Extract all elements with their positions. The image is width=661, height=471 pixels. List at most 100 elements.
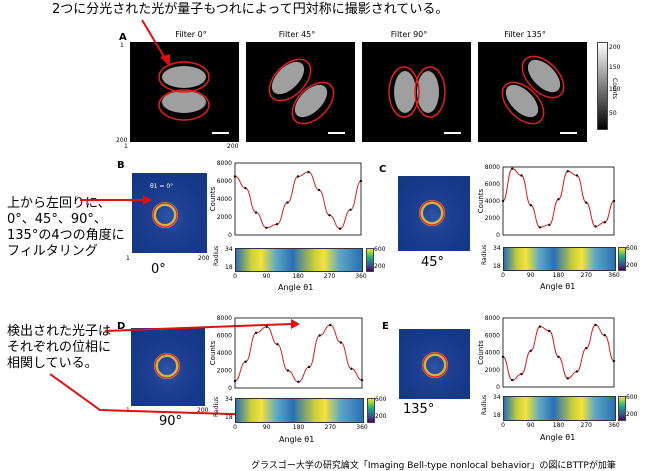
y-tick-label-c: 6000 bbox=[485, 181, 500, 188]
data-point-c bbox=[612, 199, 616, 203]
data-point-e bbox=[603, 334, 606, 337]
angle-label-d: 90° bbox=[159, 414, 183, 429]
x-tick-label-d: 180 bbox=[293, 424, 305, 431]
left-annotation-bottom: 検出された光子は それぞれの位相に 相関している。 bbox=[7, 324, 112, 371]
cb-c-600: 600 bbox=[626, 245, 638, 252]
x-tick-label-d: 360 bbox=[356, 424, 368, 431]
x-tick-label-e: 0 bbox=[501, 422, 505, 429]
data-point-e bbox=[529, 349, 532, 352]
x-tick-label-c: 90 bbox=[527, 272, 535, 279]
radius-tick-e-18: 18 bbox=[493, 412, 501, 419]
data-point-b bbox=[233, 175, 237, 178]
data-point-d bbox=[254, 331, 258, 335]
data-point-e bbox=[520, 372, 523, 376]
y-tick-label-d: 8000 bbox=[217, 315, 232, 322]
radius-tick-c-34: 34 bbox=[493, 245, 501, 252]
y-axis-label-e: Counts bbox=[477, 340, 485, 365]
x-tick-label-b: 0 bbox=[233, 273, 237, 280]
a-tick-y1: 1 bbox=[120, 42, 124, 49]
x-tick-label-e: 270 bbox=[581, 422, 593, 429]
x-tick-label-d: 270 bbox=[325, 424, 337, 431]
x-tick-label-c: 0 bbox=[501, 272, 505, 279]
xlabel-b: Angle θ1 bbox=[278, 283, 314, 292]
filter-title-45: Filter 45° bbox=[278, 30, 316, 39]
x-tick-label-b: 270 bbox=[324, 273, 336, 280]
cb-d-600: 600 bbox=[375, 396, 387, 403]
y-tick-label-e: 2000 bbox=[485, 367, 500, 374]
y-tick-label-e: 4000 bbox=[485, 350, 500, 357]
data-point-c bbox=[548, 223, 551, 226]
filter-title-135: Filter 135° bbox=[504, 30, 546, 39]
data-point-e bbox=[594, 323, 597, 327]
x-tick-label-b: 90 bbox=[263, 273, 271, 280]
xlabel-e: Angle θ1 bbox=[540, 433, 576, 442]
y-tick-label-b: 6000 bbox=[217, 178, 232, 185]
data-point-c bbox=[538, 226, 542, 229]
y-tick-label-c: 2000 bbox=[485, 215, 500, 222]
data-point-c bbox=[566, 170, 569, 173]
data-point-d bbox=[233, 379, 237, 383]
y-tick-label-d: 0 bbox=[228, 385, 232, 392]
fit-line-b bbox=[234, 171, 362, 230]
x-tick-label-b: 360 bbox=[355, 273, 367, 280]
data-point-b bbox=[244, 187, 247, 190]
plot-frame-b bbox=[234, 162, 362, 236]
a-tick-x200: 200 bbox=[227, 143, 239, 150]
image-panel-c bbox=[398, 176, 470, 251]
b-tick-200: 200 bbox=[198, 255, 210, 262]
cb-b bbox=[366, 248, 374, 272]
cb-e-200: 200 bbox=[626, 411, 638, 418]
top-annotation: 2つに分光された光が量子もつれによって円対称に撮影されている。 bbox=[52, 2, 449, 17]
data-point-b bbox=[286, 201, 289, 204]
y-tick-label-d: 2000 bbox=[217, 368, 232, 375]
data-point-c bbox=[501, 199, 505, 203]
b-tick-1: 1 bbox=[126, 255, 130, 262]
x-tick-label-c: 360 bbox=[608, 272, 620, 279]
image-panel-e bbox=[399, 329, 470, 399]
cb-b-600: 600 bbox=[374, 246, 386, 253]
data-point-d bbox=[339, 341, 343, 344]
cb-tick-200: 200 bbox=[609, 44, 621, 51]
cb-tick-150: 150 bbox=[609, 64, 621, 71]
radius-label-b: Radius bbox=[213, 245, 220, 266]
x-tick-label-c: 180 bbox=[553, 272, 565, 279]
radius-strip-c bbox=[503, 247, 616, 271]
data-point-e bbox=[501, 355, 505, 359]
d-tick-200: 200 bbox=[197, 407, 209, 414]
y-tick-label-b: 0 bbox=[228, 232, 232, 239]
data-point-d bbox=[329, 323, 332, 327]
radius-strip-e bbox=[503, 396, 616, 421]
x-tick-label-d: 90 bbox=[263, 424, 271, 431]
data-point-b bbox=[349, 208, 352, 211]
data-point-b bbox=[296, 175, 300, 178]
cb-c bbox=[618, 247, 626, 271]
y-tick-label-e: 0 bbox=[496, 384, 500, 391]
data-point-b bbox=[307, 170, 310, 174]
panel-a-colorbar bbox=[597, 42, 608, 130]
x-tick-label-e: 180 bbox=[553, 422, 565, 429]
y-axis-label-b: Counts bbox=[209, 186, 217, 211]
fit-line-d bbox=[234, 324, 363, 383]
cb-e bbox=[618, 396, 626, 421]
radius-strip-d bbox=[235, 398, 364, 423]
figure-caption: グラスゴー大学の研究論文「Imaging Bell-type nonlocal … bbox=[251, 461, 616, 471]
image-filter-90 bbox=[362, 42, 471, 142]
y-tick-label-e: 8000 bbox=[485, 315, 500, 322]
y-tick-label-c: 8000 bbox=[485, 164, 500, 171]
cb-d bbox=[367, 398, 375, 423]
data-point-d bbox=[318, 334, 321, 337]
x-tick-label-e: 360 bbox=[608, 422, 620, 429]
data-point-c bbox=[529, 204, 532, 207]
data-point-b bbox=[317, 188, 321, 192]
data-point-e bbox=[612, 359, 616, 363]
y-tick-label-b: 4000 bbox=[217, 196, 232, 203]
cb-tick-50: 50 bbox=[609, 110, 617, 117]
data-point-b bbox=[338, 227, 342, 230]
panel-letter-c: C bbox=[379, 164, 387, 175]
data-point-e bbox=[566, 377, 569, 380]
xlabel-c: Angle θ1 bbox=[540, 282, 576, 291]
y-axis-label-c: Counts bbox=[477, 188, 485, 213]
data-point-e bbox=[548, 329, 551, 333]
